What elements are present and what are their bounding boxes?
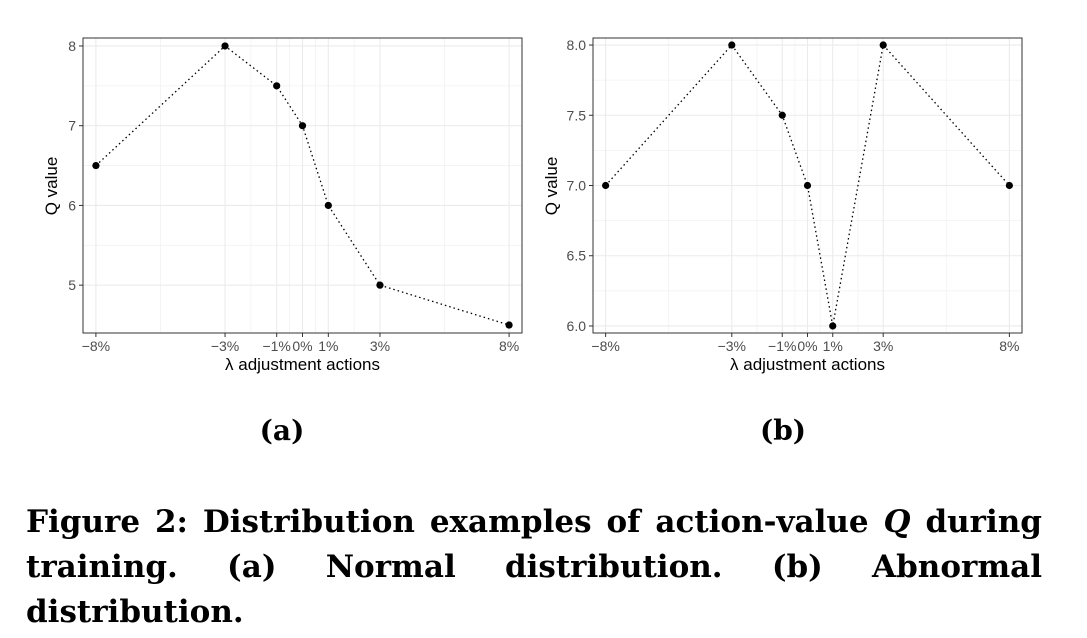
y-tick-label: 8.0 [567,37,587,53]
y-axis-title: Q value [542,157,561,216]
data-point [324,201,332,210]
data-point [803,181,812,190]
chart-a: −8% −3% −1% 0% 1% 3% 8% 5 6 7 8 λ adjustment action… [42,37,523,447]
caption-variable: Q [883,504,911,540]
data-point [505,321,513,329]
data-point [273,82,281,90]
data-point [298,122,307,130]
data-point [879,41,887,49]
y-tick-label: 6 [68,197,76,213]
x-tick-label: 8% [499,338,519,354]
y-tick-label: 7 [68,118,76,134]
data-point [1005,181,1013,190]
x-tick-label: 8% [999,338,1019,354]
x-tick-label: −1% [262,338,290,354]
x-axis-title: λ adjustment actions [225,355,380,374]
chart-b: −8% −3% −1% 0% 1% 3% 8% 6.0 6.5 7.0 7.5 8.0 λ adjust… [542,37,1023,447]
y-tick-label: 6.0 [567,318,587,334]
y-axis-title: Q value [42,157,61,216]
caption-suffix: during [910,504,1042,540]
x-tick-label: 0% [797,338,817,354]
x-tick-label: −8% [591,338,619,354]
data-point [778,111,786,119]
data-point [376,281,384,289]
x-tick-label: 0% [292,338,312,354]
y-tick-label: 7.5 [567,107,587,123]
panel-label: (a) [260,414,305,447]
x-tick-label: −8% [82,338,110,354]
data-point [728,41,736,49]
caption-prefix: Figure 2: Distribution examples of actio… [26,504,884,540]
x-tick-label: 1% [318,338,338,354]
y-tick-label: 8 [68,38,76,54]
x-tick-label: −3% [718,338,746,354]
x-tick-label: −3% [211,338,239,354]
figure-caption: Figure 2: Distribution examples of actio… [26,500,1042,635]
panel-label: (b) [760,414,806,447]
data-point [602,181,610,190]
data-point [829,322,837,330]
y-tick-label: 5 [68,277,76,293]
x-axis-title: λ adjustment actions [730,355,885,374]
data-point [92,161,100,170]
x-tick-label: 3% [873,338,893,354]
y-tick-label: 6.5 [567,248,587,264]
x-tick-label: 1% [823,338,843,354]
x-tick-label: 3% [370,338,390,354]
y-tick-label: 7.0 [567,178,587,194]
x-tick-label: −1% [768,338,796,354]
caption-line-1: Figure 2: Distribution examples of actio… [26,500,1042,545]
data-point [221,42,229,50]
caption-line-2: training. (a) Normal distribution. (b) A… [26,549,1042,630]
